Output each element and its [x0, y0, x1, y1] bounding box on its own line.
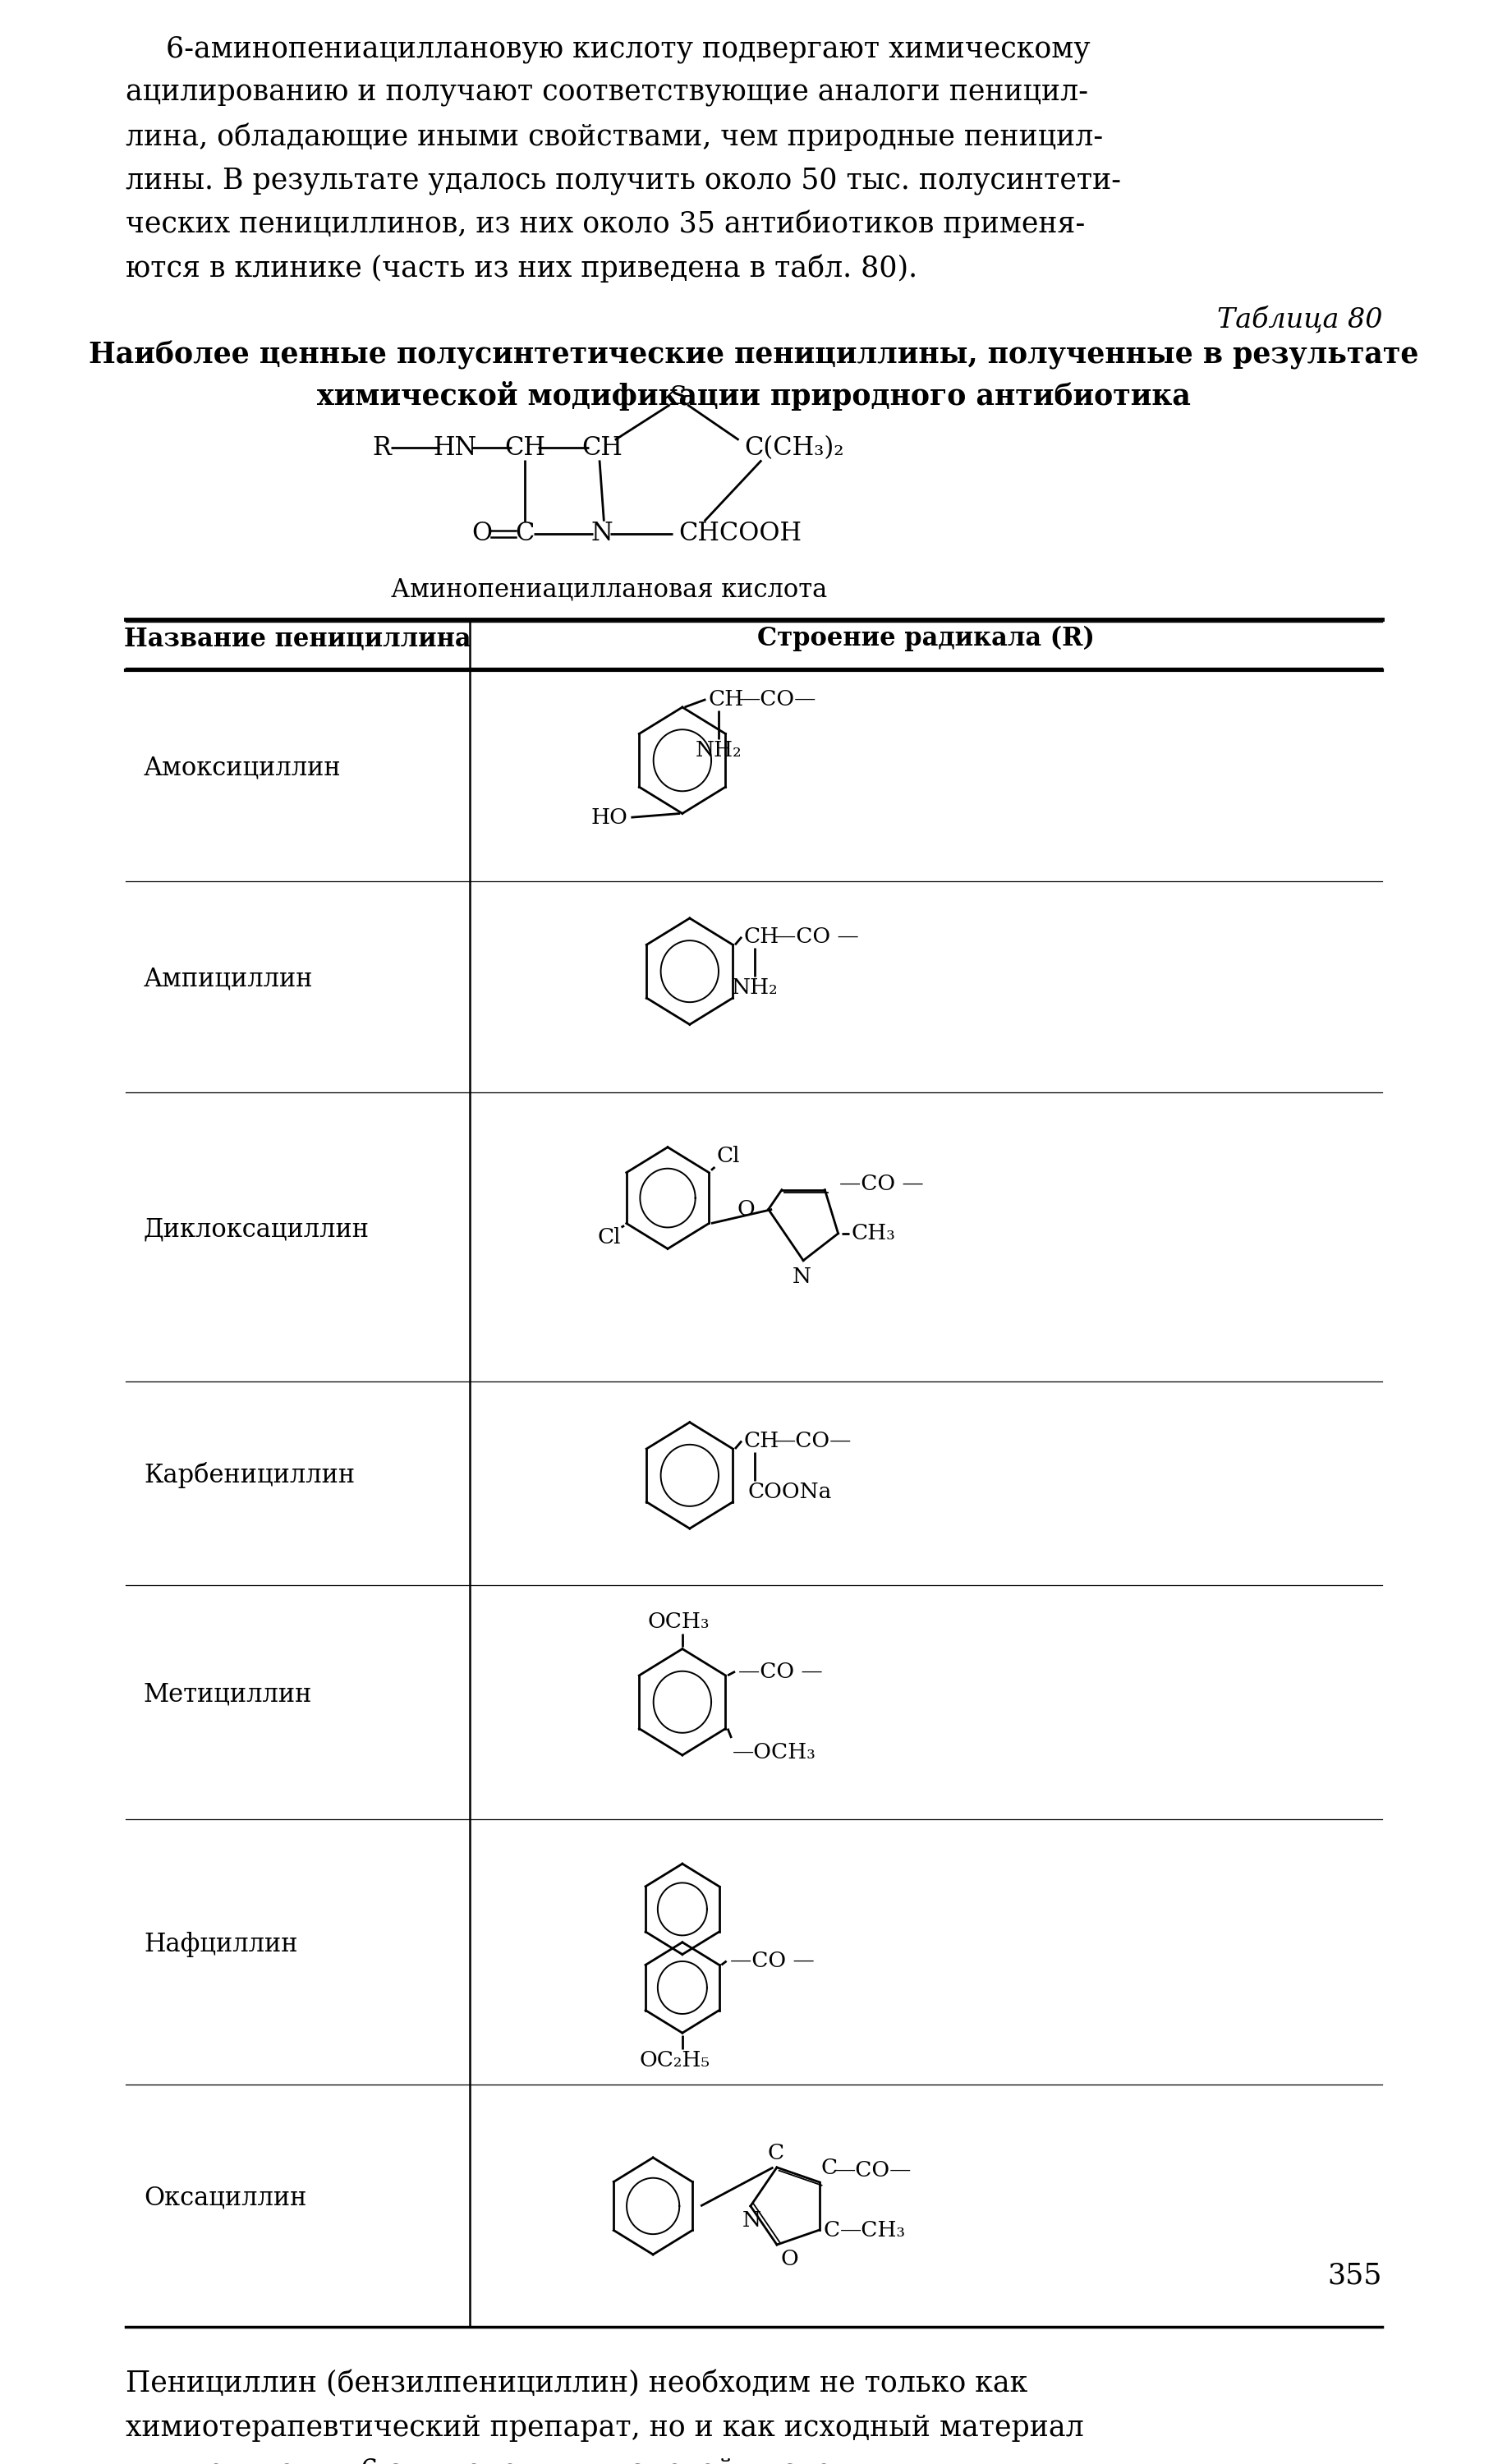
Text: NH₂: NH₂ [696, 739, 743, 761]
Text: 355: 355 [1328, 2262, 1382, 2289]
Text: ются в клинике (часть из них приведена в табл. 80).: ются в клинике (часть из них приведена в… [125, 254, 918, 283]
Text: CH: CH [708, 690, 743, 710]
Text: OCH₃: OCH₃ [648, 1611, 710, 1631]
Text: CH: CH [505, 436, 546, 461]
Text: OC₂H₅: OC₂H₅ [639, 2050, 710, 2070]
Text: O: O [472, 520, 493, 547]
Text: Cl: Cl [597, 1227, 621, 1247]
Text: Амоксициллин: Амоксициллин [143, 756, 341, 781]
Text: C: C [515, 520, 535, 547]
Text: химической модификации природного антибиотика: химической модификации природного антиби… [316, 382, 1191, 411]
Text: —CO—: —CO— [835, 2161, 912, 2181]
Text: Название пенициллина: Название пенициллина [124, 626, 472, 650]
Text: Таблица 80: Таблица 80 [1216, 306, 1382, 333]
Text: Диклоксациллин: Диклоксациллин [143, 1217, 369, 1242]
Text: CH₃: CH₃ [851, 1222, 895, 1244]
Text: Карбенициллин: Карбенициллин [143, 1461, 354, 1488]
Text: N: N [743, 2210, 761, 2230]
Text: Аминопениациллановая кислота: Аминопениациллановая кислота [390, 577, 827, 601]
Text: —CO —: —CO — [731, 1951, 815, 1971]
Text: —CO —: —CO — [738, 1661, 823, 1683]
Text: лина, обладающие иными свойствами, чем природные пеницил-: лина, обладающие иными свойствами, чем п… [125, 123, 1103, 150]
Text: S: S [671, 384, 687, 409]
Text: O: O [737, 1200, 755, 1220]
Text: —CO —: —CO — [775, 926, 859, 946]
Text: Cl: Cl [716, 1146, 740, 1165]
Text: для получения 6-аминопенициллановой кислоты.: для получения 6-аминопенициллановой кисл… [125, 2457, 880, 2464]
Text: CHCOOH: CHCOOH [678, 520, 802, 547]
Text: HN: HN [434, 436, 478, 461]
Text: —OCH₃: —OCH₃ [732, 1742, 817, 1762]
Text: C: C [823, 2220, 839, 2240]
Text: Метициллин: Метициллин [143, 1680, 312, 1708]
Text: N: N [591, 520, 613, 547]
Text: химиотерапевтический препарат, но и как исходный материал: химиотерапевтический препарат, но и как … [125, 2415, 1084, 2442]
Text: —CO—: —CO— [738, 690, 817, 710]
Text: C: C [821, 2158, 838, 2178]
Text: Наиболее ценные полусинтетические пенициллины, полученные в результате: Наиболее ценные полусинтетические пеници… [89, 340, 1418, 370]
Text: Пенициллин (бензилпенициллин) необходим не только как: Пенициллин (бензилпенициллин) необходим … [125, 2370, 1028, 2397]
Text: NH₂: NH₂ [731, 978, 778, 998]
Text: ацилированию и получают соответствующие аналоги пеницил-: ацилированию и получают соответствующие … [125, 79, 1088, 106]
Text: C(CH₃)₂: C(CH₃)₂ [744, 436, 844, 461]
Text: 6-аминопениациллановую кислоту подвергают химическому: 6-аминопениациллановую кислоту подвергаю… [166, 34, 1090, 64]
Text: C: C [767, 2144, 784, 2163]
Text: ческих пенициллинов, из них около 35 антибиотиков применя-: ческих пенициллинов, из них около 35 ант… [125, 209, 1085, 239]
Text: —CH₃: —CH₃ [839, 2220, 906, 2240]
Text: —CO —: —CO — [839, 1173, 924, 1195]
Text: Строение радикала (R): Строение радикала (R) [758, 626, 1094, 650]
Text: COONa: COONa [747, 1481, 832, 1503]
Text: —CO—: —CO— [775, 1432, 851, 1451]
Text: Оксациллин: Оксациллин [143, 2186, 306, 2210]
Text: R: R [372, 436, 392, 461]
Text: Ампициллин: Ампициллин [143, 966, 313, 993]
Text: CH: CH [744, 1432, 779, 1451]
Text: CH: CH [744, 926, 779, 946]
Text: Нафциллин: Нафциллин [143, 1932, 297, 1956]
Text: CH: CH [582, 436, 622, 461]
Text: O: O [781, 2250, 799, 2269]
Text: лины. В результате удалось получить около 50 тыс. полусинтети-: лины. В результате удалось получить окол… [125, 168, 1121, 195]
Text: N: N [793, 1266, 811, 1286]
Text: HO: HO [591, 808, 627, 828]
